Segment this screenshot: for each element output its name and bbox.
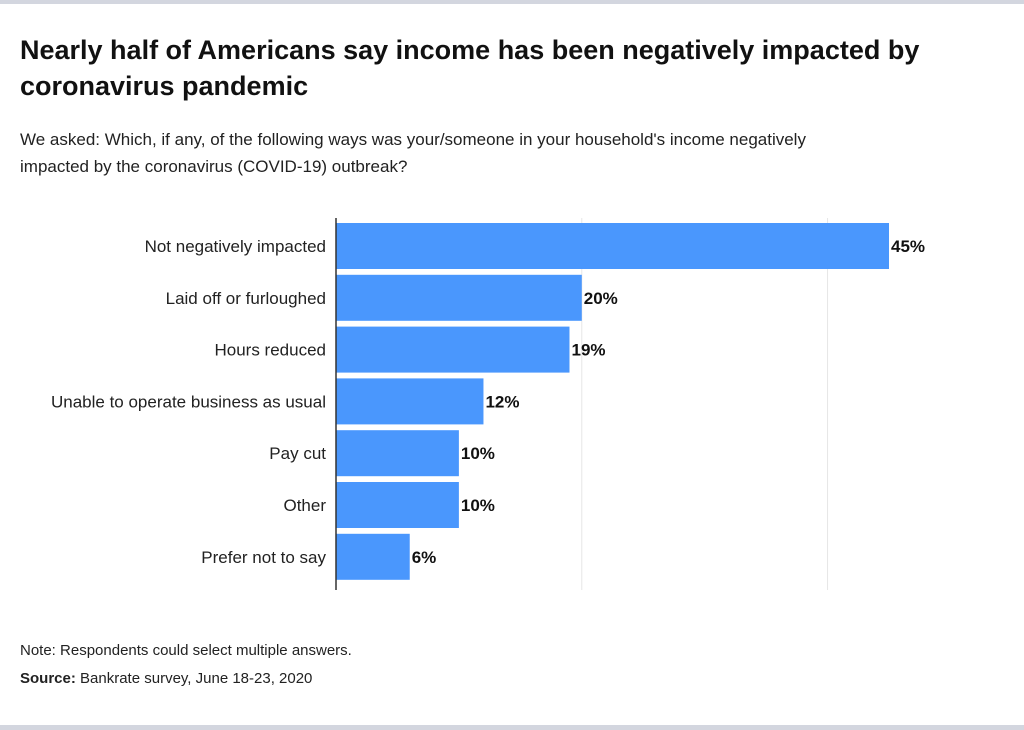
- category-label: Pay cut: [269, 444, 326, 463]
- category-label: Prefer not to say: [201, 548, 326, 567]
- category-label: Not negatively impacted: [145, 237, 326, 256]
- bar: [336, 223, 889, 269]
- category-label: Laid off or furloughed: [166, 289, 326, 308]
- data-label: 12%: [485, 392, 519, 411]
- bar: [336, 274, 582, 321]
- category-label: Other: [283, 496, 326, 515]
- category-label: Hours reduced: [214, 341, 326, 360]
- chart-title: Nearly half of Americans say income has …: [20, 35, 920, 101]
- data-label: 10%: [461, 496, 495, 515]
- data-label: 19%: [571, 341, 605, 360]
- data-label: 20%: [584, 289, 618, 308]
- bar: [336, 533, 410, 580]
- bar: [336, 378, 484, 425]
- source-label: Source:: [20, 670, 76, 687]
- chart-note: Note: Respondents could select multiple …: [20, 642, 352, 659]
- top-border: [0, 0, 1024, 4]
- bar: [336, 482, 459, 528]
- chart-source: Source: Bankrate survey, June 18-23, 202…: [20, 670, 312, 687]
- bar: [336, 326, 570, 373]
- data-label: 45%: [891, 237, 925, 256]
- source-text: Bankrate survey, June 18-23, 2020: [80, 670, 313, 687]
- bar: [336, 430, 459, 477]
- category-label: Unable to operate business as usual: [51, 392, 326, 411]
- data-label: 6%: [412, 548, 437, 567]
- data-label: 10%: [461, 444, 495, 463]
- chart-subtitle: We asked: Which, if any, of the followin…: [20, 130, 806, 176]
- bottom-border: [0, 725, 1024, 730]
